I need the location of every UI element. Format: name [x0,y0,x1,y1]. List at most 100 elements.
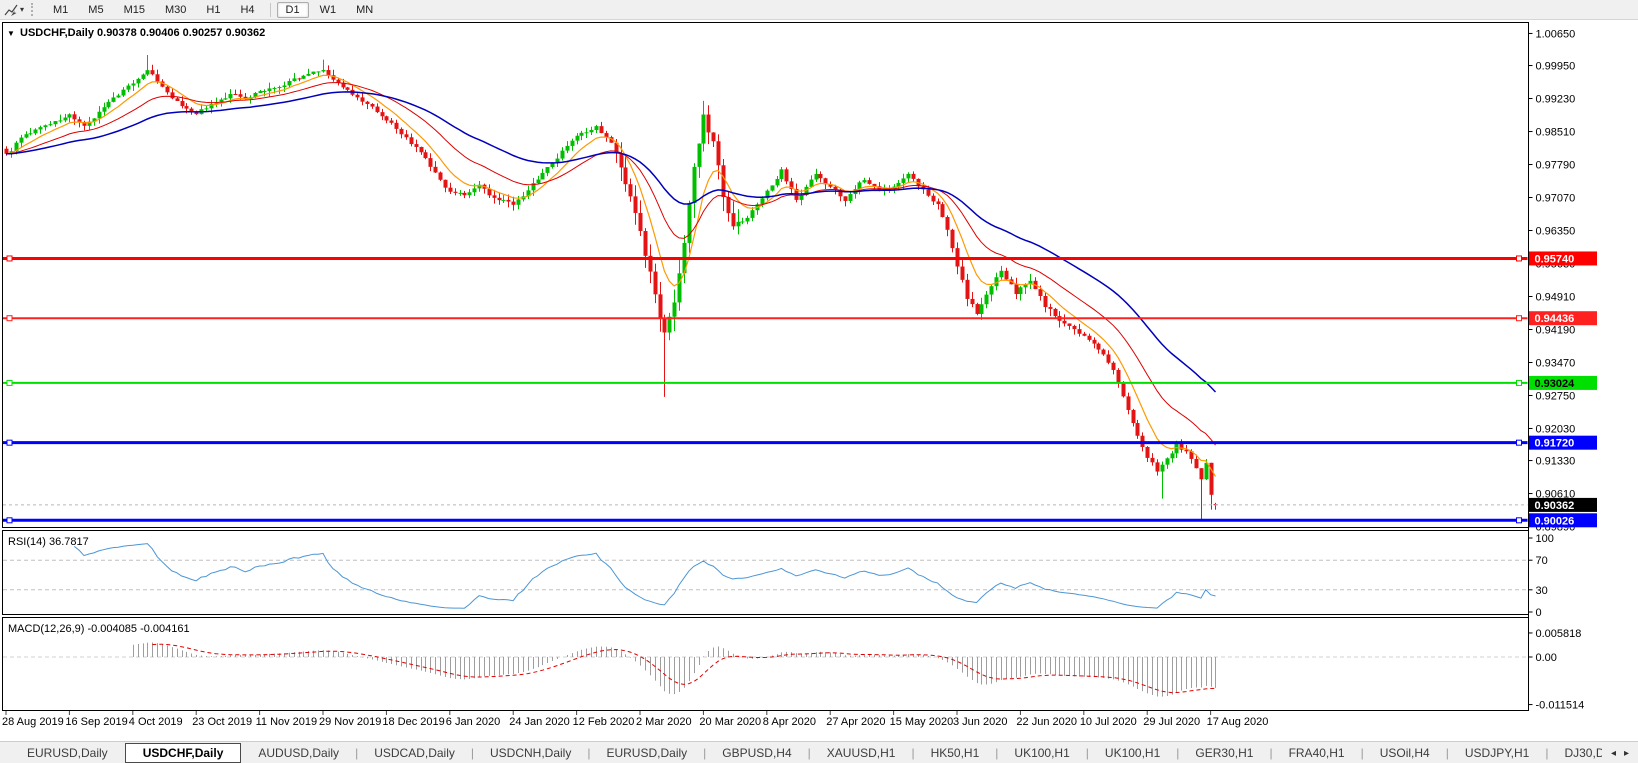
tab-separator: | [587,746,591,760]
chart-tab-fra40-h1[interactable]: FRA40,H1 [1288,746,1345,760]
price-axis: 1.00650 0.99950 0.99230 0.98510 0.97790 0.970… [1528,28,1576,534]
tab-separator: | [995,746,999,760]
ma-line-8 [5,74,1217,477]
svg-text:30: 30 [1536,585,1548,597]
svg-text:0.005818: 0.005818 [1536,628,1582,640]
svg-text:10 Jul 2020: 10 Jul 2020 [1080,716,1137,728]
tab-separator: | [1085,746,1089,760]
svg-text:11 Nov 2019: 11 Nov 2019 [256,716,318,728]
toolbar-separator [269,2,271,17]
svg-text:0.90026: 0.90026 [1535,515,1575,527]
svg-text:0.92750: 0.92750 [1536,390,1576,402]
tab-separator: | [470,746,474,760]
timeframe-button-mn[interactable]: MN [356,3,374,16]
price-badge-0.90026: 0.90026 [1529,513,1597,528]
svg-text:4 Oct 2019: 4 Oct 2019 [129,716,183,728]
svg-text:0.96350: 0.96350 [1536,226,1576,238]
svg-text:0.90362: 0.90362 [1535,500,1575,512]
svg-text:0.99950: 0.99950 [1536,61,1576,73]
svg-text:0.95740: 0.95740 [1535,253,1575,265]
svg-text:18 Dec 2019: 18 Dec 2019 [382,716,444,728]
macd-axis: 0.005818 0.00 -0.011514 [1528,628,1584,712]
price-badge-0.95740: 0.95740 [1529,251,1597,266]
tab-separator: | [1176,746,1180,760]
chart-tab-ger30-h1[interactable]: GER30,H1 [1195,746,1254,760]
horizontal-lines [3,255,1528,524]
svg-text:0.92030: 0.92030 [1536,423,1576,435]
crosshair-tool-icon[interactable] [4,3,18,17]
svg-text:0.98510: 0.98510 [1536,127,1576,139]
chart-tab-uk100-h1[interactable]: UK100,H1 [1014,746,1070,760]
tab-scroll-right-icon[interactable]: ▸ [1623,747,1629,759]
top-toolbar: ▾ M1 M5 M15 M30 H1 H4 D1 W1 MN [0,0,1638,20]
macd-signal-line [152,643,1216,694]
price-badge-0.91720: 0.91720 [1529,435,1597,450]
tab-separator: | [355,746,359,760]
chart-tab-usdjpy-h1[interactable]: USDJPY,H1 [1464,746,1530,760]
svg-text:22 Jun 2020: 22 Jun 2020 [1016,716,1077,728]
timeframe-button-m5[interactable]: M5 [88,3,104,16]
rsi-panel [3,543,1528,609]
chart-tabs: EURUSD,Daily USDCHF,Daily AUDUSD,Daily | USD… [0,742,1602,763]
timeframe-button-h4[interactable]: H4 [240,3,255,16]
timeframe-button-d1[interactable]: D1 [276,1,309,18]
tab-scroll-left-icon[interactable]: ◂ [1610,747,1616,759]
svg-text:0.00: 0.00 [1536,652,1557,664]
svg-text:0.97790: 0.97790 [1536,160,1576,172]
svg-text:15 May 2020: 15 May 2020 [890,716,954,728]
svg-text:0.94190: 0.94190 [1536,324,1576,336]
svg-text:0.91330: 0.91330 [1536,456,1576,468]
chart-tab-hk50-h1[interactable]: HK50,H1 [930,746,980,760]
macd-panel [3,642,1528,697]
timeframe-button-m30[interactable]: M30 [164,3,187,16]
chart-tab-audusd-daily[interactable]: AUDUSD,Daily [258,746,340,760]
chart-tab-uk100-h1[interactable]: UK100,H1 [1104,746,1161,760]
chart-tab-usoil-h4[interactable]: USOil,H4 [1379,746,1430,760]
chart-tabs-bar: EURUSD,Daily USDCHF,Daily AUDUSD,Daily | USD… [0,741,1638,763]
chart-tab-eurusd-daily[interactable]: EURUSD,Daily [606,746,688,760]
svg-text:8 Apr 2020: 8 Apr 2020 [763,716,816,728]
price-badge-0.93024: 0.93024 [1529,375,1597,390]
tab-separator: | [1545,746,1549,760]
chart-menu-marker-icon: ▼ [7,29,15,38]
tab-separator: | [911,746,915,760]
tab-separator: | [1445,746,1449,760]
chart-tab-usdchf-daily[interactable]: USDCHF,Daily [124,743,242,763]
date-axis: 28 Aug 2019 16 Sep 2019 4 Oct 2019 23 Oct 2… [2,711,1268,728]
svg-text:3 Jun 2020: 3 Jun 2020 [953,716,1007,728]
ma-line-21 [5,82,1216,446]
svg-text:70: 70 [1536,555,1548,567]
timeframe-button-h1[interactable]: H1 [206,3,221,16]
chart-tab-usdcnh-daily[interactable]: USDCNH,Daily [490,746,572,760]
svg-text:0: 0 [1536,607,1542,619]
toolbar-grip[interactable] [31,3,37,16]
rsi-axis: 100 70 30 0 [1528,533,1554,619]
chart-tab-eurusd-daily[interactable]: EURUSD,Daily [27,746,108,760]
tab-separator: | [1360,746,1364,760]
svg-text:0.91720: 0.91720 [1535,438,1575,450]
timeframe-button-m15[interactable]: M15 [123,3,145,16]
svg-text:17 Aug 2020: 17 Aug 2020 [1207,716,1269,728]
ma-line-45 [5,91,1217,393]
chart-title: USDCHF,Daily 0.90378 0.90406 0.90257 0.9… [20,27,265,39]
tool-dropdown-caret-icon[interactable]: ▾ [20,5,25,14]
svg-text:0.99230: 0.99230 [1536,94,1576,106]
svg-text:16 Sep 2019: 16 Sep 2019 [65,716,127,728]
svg-text:0.94910: 0.94910 [1536,291,1576,303]
svg-text:0.94436: 0.94436 [1535,313,1575,325]
chart-tab-gbpusd-h4[interactable]: GBPUSD,H4 [722,746,792,760]
chart-tab-usdcad-daily[interactable]: USDCAD,Daily [374,746,455,760]
timeframe-toolbar: M1 M5 M15 M30 H1 H4 D1 W1 MN [43,1,383,18]
chart-tab-xauusd-h1[interactable]: XAUUSD,H1 [826,746,896,760]
timeframe-button-m1[interactable]: M1 [53,3,69,16]
chart-tab-dj30-daily[interactable]: DJ30,Daily [1564,746,1602,760]
tab-separator: | [703,746,707,760]
svg-text:12 Feb 2020: 12 Feb 2020 [573,716,635,728]
tab-scroll-arrows: ◂ ▸ [1602,748,1638,759]
svg-text:2 Mar 2020: 2 Mar 2020 [636,716,692,728]
svg-text:29 Jul 2020: 29 Jul 2020 [1143,716,1200,728]
svg-text:0.93024: 0.93024 [1535,378,1576,390]
timeframe-button-w1[interactable]: W1 [319,3,337,16]
